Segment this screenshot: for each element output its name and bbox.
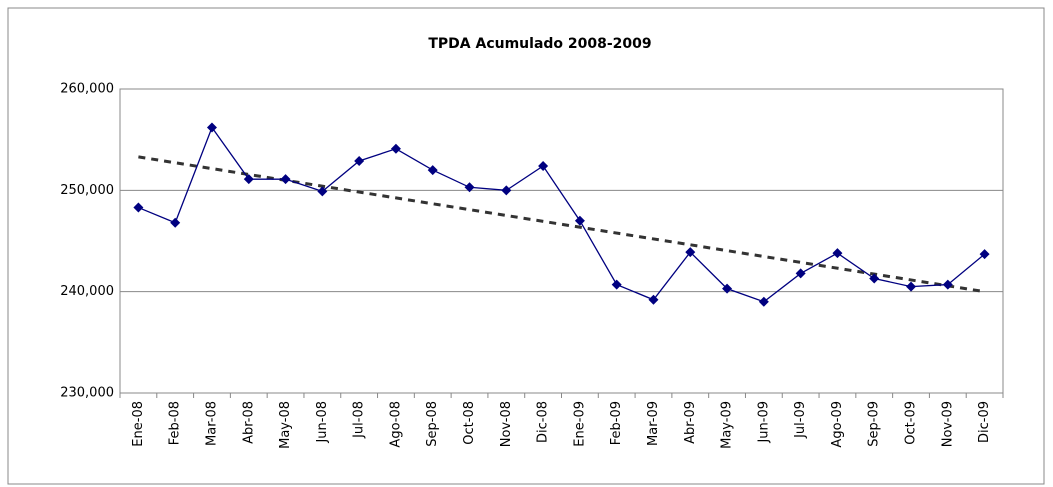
data-point: [427, 165, 438, 176]
data-point: [758, 296, 769, 307]
x-tick-label: Abr-09: [683, 401, 698, 444]
x-tick-label: Oct-09: [904, 401, 919, 445]
x-tick-label: May-08: [278, 401, 293, 449]
data-point: [133, 202, 144, 213]
x-tick-label: Sep-09: [867, 401, 882, 447]
data-line: [138, 126, 986, 303]
data-point: [390, 143, 401, 154]
data-point: [795, 268, 806, 279]
x-tick-label: Nov-09: [940, 401, 955, 447]
data-point: [942, 279, 953, 290]
data-point: [317, 186, 328, 197]
x-tick-label: Abr-08: [241, 401, 256, 444]
x-tick-label: Mar-08: [204, 401, 219, 446]
data-point: [574, 215, 585, 226]
x-tick-label: Jun-08: [315, 401, 330, 444]
data-point: [832, 248, 843, 259]
data-point: [722, 283, 733, 294]
chart-title: TPDA Acumulado 2008-2009: [428, 36, 651, 52]
data-point: [354, 155, 365, 166]
y-tick-label: 250,000: [60, 183, 114, 198]
data-point: [906, 281, 917, 292]
x-tick-label: Dic-08: [536, 401, 551, 443]
x-tick-label: Dic-09: [977, 401, 992, 443]
x-tick-label: Ago-08: [388, 401, 403, 448]
x-tick-label: Feb-09: [609, 401, 624, 445]
x-tick-label: Ago-09: [830, 401, 845, 448]
x-tick-label: Oct-08: [462, 401, 477, 445]
data-point: [648, 294, 659, 305]
x-tick-label: Jun-09: [756, 401, 771, 444]
data-point: [979, 249, 990, 260]
data-point: [243, 174, 254, 185]
data-point: [464, 182, 475, 193]
y-tick-label: 240,000: [60, 284, 114, 299]
data-point: [538, 161, 549, 172]
x-tick-label: Ene-08: [131, 401, 146, 447]
x-tick-label: May-09: [720, 401, 735, 449]
y-tick-label: 230,000: [60, 386, 114, 401]
y-tick-label: 260,000: [60, 82, 114, 97]
chart-border: [7, 7, 1045, 485]
x-tick-label: Sep-08: [425, 401, 440, 447]
data-point: [170, 217, 181, 228]
x-tick-label: Feb-08: [168, 401, 183, 445]
data-point: [611, 279, 622, 290]
x-tick-label: Nov-08: [499, 401, 514, 447]
x-tick-label: Jul-09: [793, 401, 808, 439]
data-point: [869, 273, 880, 284]
data-point: [501, 185, 512, 196]
x-tick-label: Mar-09: [646, 401, 661, 446]
data-point: [685, 247, 696, 258]
data-point: [280, 174, 291, 185]
x-tick-label: Jul-08: [352, 401, 367, 439]
data-point: [206, 122, 217, 133]
x-tick-label: Ene-09: [572, 401, 587, 447]
